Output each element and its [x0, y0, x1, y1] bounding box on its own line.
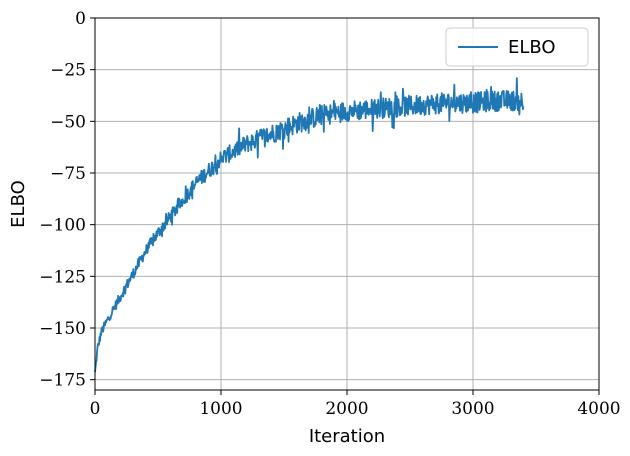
series-line-elbo	[94, 77, 525, 373]
legend-label-elbo: ELBO	[508, 37, 556, 58]
y-tick-label: −50	[50, 112, 86, 132]
grid-lines	[94, 17, 600, 390]
y-axis-label: ELBO	[8, 180, 29, 228]
x-axis-label: Iteration	[309, 426, 385, 447]
x-tick-label: 1000	[199, 399, 242, 419]
x-tick-label: 2000	[325, 399, 368, 419]
y-tick-label: −25	[50, 61, 86, 81]
y-tick-label: −150	[39, 319, 86, 339]
legend: ELBO	[445, 27, 589, 67]
y-tick-label: 0	[75, 9, 86, 29]
legend-box	[445, 27, 589, 67]
x-tick-label: 0	[90, 399, 101, 419]
x-tick-label: 3000	[451, 399, 494, 419]
tick-layer: 0 1000 2000 3000 4000 0 −25 −50 −75 −100 −125 −150 −…	[39, 9, 620, 419]
y-tick-label: −125	[39, 267, 86, 287]
x-tick-label: 4000	[577, 399, 620, 419]
y-tick-label: −175	[39, 371, 86, 391]
series-layer	[94, 77, 525, 373]
y-tick-label: −100	[39, 216, 86, 236]
y-tick-label: −75	[50, 164, 86, 184]
